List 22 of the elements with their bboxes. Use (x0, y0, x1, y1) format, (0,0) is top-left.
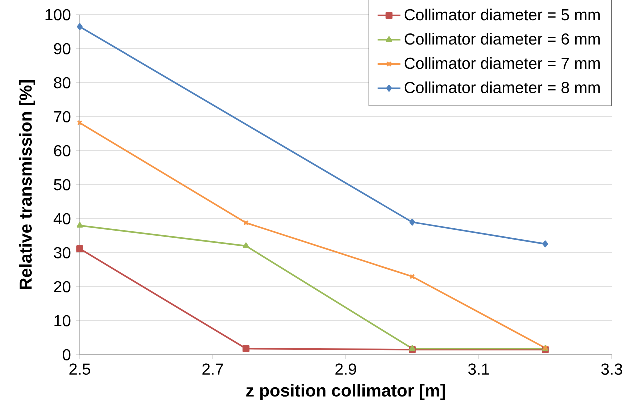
x-tick-label: 2.5 (70, 364, 90, 376)
y-tick-label: 10 (54, 315, 71, 327)
legend-label: Collimator diameter = 7 mm (404, 57, 600, 70)
y-tick-label: 30 (54, 247, 71, 259)
y-tick-label: 50 (54, 179, 71, 191)
y-tick-label: 80 (54, 77, 71, 89)
y-tick-label: 100 (46, 9, 71, 21)
y-tick-label: 0 (63, 349, 71, 361)
x-tick-label: 3.3 (601, 364, 622, 376)
x-tick-label: 3.1 (468, 364, 490, 376)
y-tick-label: 60 (54, 145, 71, 157)
y-tick-label: 20 (54, 281, 71, 293)
x-axis-title: z position collimator [m] (246, 384, 446, 400)
y-axis-title: Relative transmission [%] (19, 80, 36, 290)
x-tick-label: 2.9 (336, 364, 356, 376)
legend-label: Collimator diameter = 6 mm (404, 33, 600, 45)
legend-label: Collimator diameter = 5 mm (404, 8, 600, 21)
y-tick-label: 70 (54, 111, 71, 123)
y-tick-label: 90 (54, 43, 71, 55)
legend-label: Collimator diameter = 8 mm (404, 82, 600, 94)
x-tick-label: 2.7 (202, 364, 224, 375)
y-tick-label: 40 (54, 213, 71, 225)
